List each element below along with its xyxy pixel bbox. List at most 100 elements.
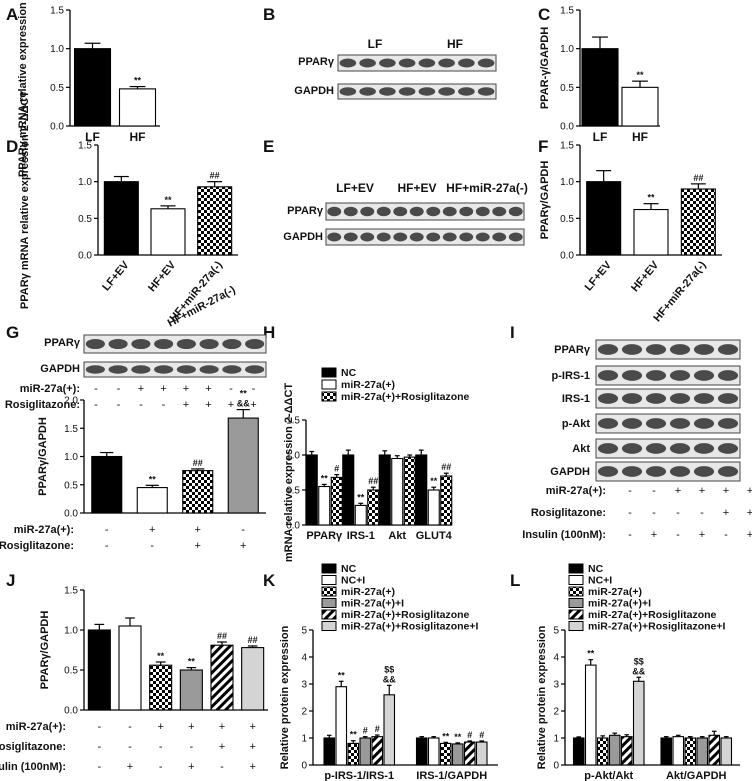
blot-g-strip-gapdh-band: [176, 365, 196, 374]
blot-i-row-label: IRS-1: [562, 393, 590, 405]
blot-i-row-label: Akt: [572, 443, 590, 455]
chart-L-sig-label: **: [587, 649, 595, 659]
blot-i-cond-mark: -: [628, 529, 632, 541]
chart-K-bar: [347, 742, 360, 766]
blot-b-strip-ppar-band: [398, 58, 416, 68]
chart-K-tick-label: 1: [301, 734, 307, 745]
blot-e-strip-gapdh-band: [426, 232, 441, 242]
chart-J-sig-label: ##: [248, 635, 258, 645]
chart-A-tick-label: 1.0: [50, 44, 64, 55]
blot-i-strip-band: [621, 466, 643, 477]
chart-L-legend-label: NC: [588, 563, 604, 575]
blot-i-cond-mark: +: [723, 507, 729, 519]
chart-F-tick-label: 0.5: [560, 214, 574, 225]
chart-H-tick-label: 0.0: [286, 521, 300, 532]
chart-J-bar: [149, 664, 173, 711]
chart-D-tick-label: 0.0: [78, 251, 92, 262]
blot-b: LF HF PPARγ GAPDH: [294, 37, 497, 100]
blot-i-cond-mark: +: [747, 485, 752, 497]
chart-H-bar: [367, 489, 380, 526]
chart-D-sig-label: ##: [210, 171, 220, 181]
blot-e-strip-gapdh-band: [393, 232, 408, 242]
blot-i-strip: [595, 461, 741, 482]
panel-letter-l: L: [510, 571, 520, 590]
blot-g-cond-mark: +: [205, 383, 211, 395]
blot-i-cond-mark: +: [723, 485, 729, 497]
chart-K-bar: [415, 737, 428, 766]
chart-K-legend-swatch: [321, 609, 337, 620]
chart-H-bar: [391, 457, 404, 526]
blot-e-strip-ppar-band: [475, 206, 490, 217]
blot-g-strip-gapdh-band: [85, 365, 105, 374]
chart-J-ylabel: PPARγ/GAPDH: [39, 611, 51, 690]
chart-G-tick-label: 1.0: [64, 452, 78, 463]
chart-L-bar: [608, 734, 621, 766]
blot-i-strip-band: [597, 344, 619, 355]
blot-e-strip-gapdh-band: [508, 232, 523, 242]
blot-g-cond-mark: -: [229, 383, 233, 395]
chart-J-condition-mark: -: [128, 721, 132, 733]
chart-J-tick-label: 0.0: [64, 706, 78, 717]
chart-G-sig-label: ##: [193, 458, 203, 468]
chart-G-condition-mark: +: [240, 540, 246, 552]
chart-k: 0 1 2 3 4 5 Relative protein expression ** ** # # $…: [279, 563, 498, 781]
blot-i-row-label: GAPDH: [550, 466, 590, 478]
chart-K-tick-label: 2: [301, 707, 307, 718]
chart-L-legend-label: miR-27a(+): [588, 586, 642, 598]
chart-K-sig-label: #: [479, 730, 484, 740]
chart-H-legend-swatch: [321, 391, 337, 402]
blot-i-strip-band: [645, 344, 667, 355]
chart-L-sig-label: $$: [634, 656, 644, 666]
chart-L-tick-label: 1: [553, 734, 559, 745]
blot-e: LF+EV HF+EV HF+miR-27a(-) PPARγ GAPDH: [283, 181, 528, 246]
chart-G-condition-label: miR-27a(+):: [14, 524, 74, 536]
chart-K-sig-label: **: [442, 731, 450, 741]
blot-i-cond-mark: -: [724, 529, 728, 541]
chart-J-condition-mark: -: [128, 741, 132, 753]
blot-e-strip-gapdh-band: [459, 232, 474, 242]
blot-i-strip: [595, 339, 741, 360]
chart-A-tick-label: 0.0: [50, 122, 64, 133]
blot-i-cond-mark: +: [699, 485, 705, 497]
chart-J-condition-mark: -: [97, 741, 101, 753]
chart-L-tick-label: 4: [553, 653, 559, 664]
chart-H-category-label: Akt: [388, 530, 406, 542]
chart-K-category-label: IRS-1/GAPDH: [416, 770, 487, 781]
blot-i-cond-mark: -: [700, 507, 704, 519]
chart-C-ylabel: PPAR-γ/GAPDH: [539, 27, 551, 109]
blot-i-cond-label: Insulin (100nM):: [522, 529, 606, 541]
chart-D-ylabel: PPARγ mRNA relative expression 2-ΔΔCT: [19, 91, 31, 309]
blot-i-strip-band: [597, 393, 619, 404]
chart-H-sig-label: **: [321, 473, 329, 483]
chart-C-sig-label: **: [636, 70, 644, 80]
blot-e-strip-ppar-band: [393, 206, 408, 217]
blot-i-strip-band: [645, 466, 667, 477]
chart-L-bar: [684, 737, 697, 766]
chart-K-legend-swatch: [321, 598, 337, 608]
chart-L-legend-swatch: [568, 563, 584, 574]
blot-b-strip-gapdh-band: [438, 87, 455, 96]
chart-K-bar: [371, 736, 384, 766]
chart-L-sig-label: &&: [632, 666, 645, 676]
panel-letter-d: D: [6, 137, 18, 156]
chart-K-legend-label: NC+I: [341, 575, 365, 587]
chart-K-bar: [323, 737, 336, 766]
chart-K-bar: [383, 694, 396, 766]
chart-F-category-label: LF+EV: [583, 259, 615, 294]
chart-K-legend-label: miR-27a(+)+Rosiglitazone+I: [341, 621, 478, 633]
blot-i-strip-band: [621, 418, 643, 429]
chart-J-bar: [118, 625, 142, 711]
blot-g-cond-label: Rosiglitazone:: [5, 399, 80, 411]
blot-b-strip-gapdh-band: [458, 87, 475, 96]
blot-i-strip-band: [717, 418, 739, 429]
blot-e-strip-ppar-frame: [325, 202, 525, 221]
blot-g-strip-ppar-band: [199, 338, 219, 350]
chart-H-bar: [403, 456, 416, 526]
blot-b-strip-ppar-band: [339, 58, 357, 68]
chart-K-legend-label: NC: [341, 563, 357, 575]
chart-H-legend-swatch: [321, 367, 337, 378]
blot-i-row-label: p-IRS-1: [552, 370, 591, 382]
chart-J-condition-label: miR-27a(+):: [6, 721, 66, 733]
chart-L-legend-swatch: [568, 621, 584, 631]
